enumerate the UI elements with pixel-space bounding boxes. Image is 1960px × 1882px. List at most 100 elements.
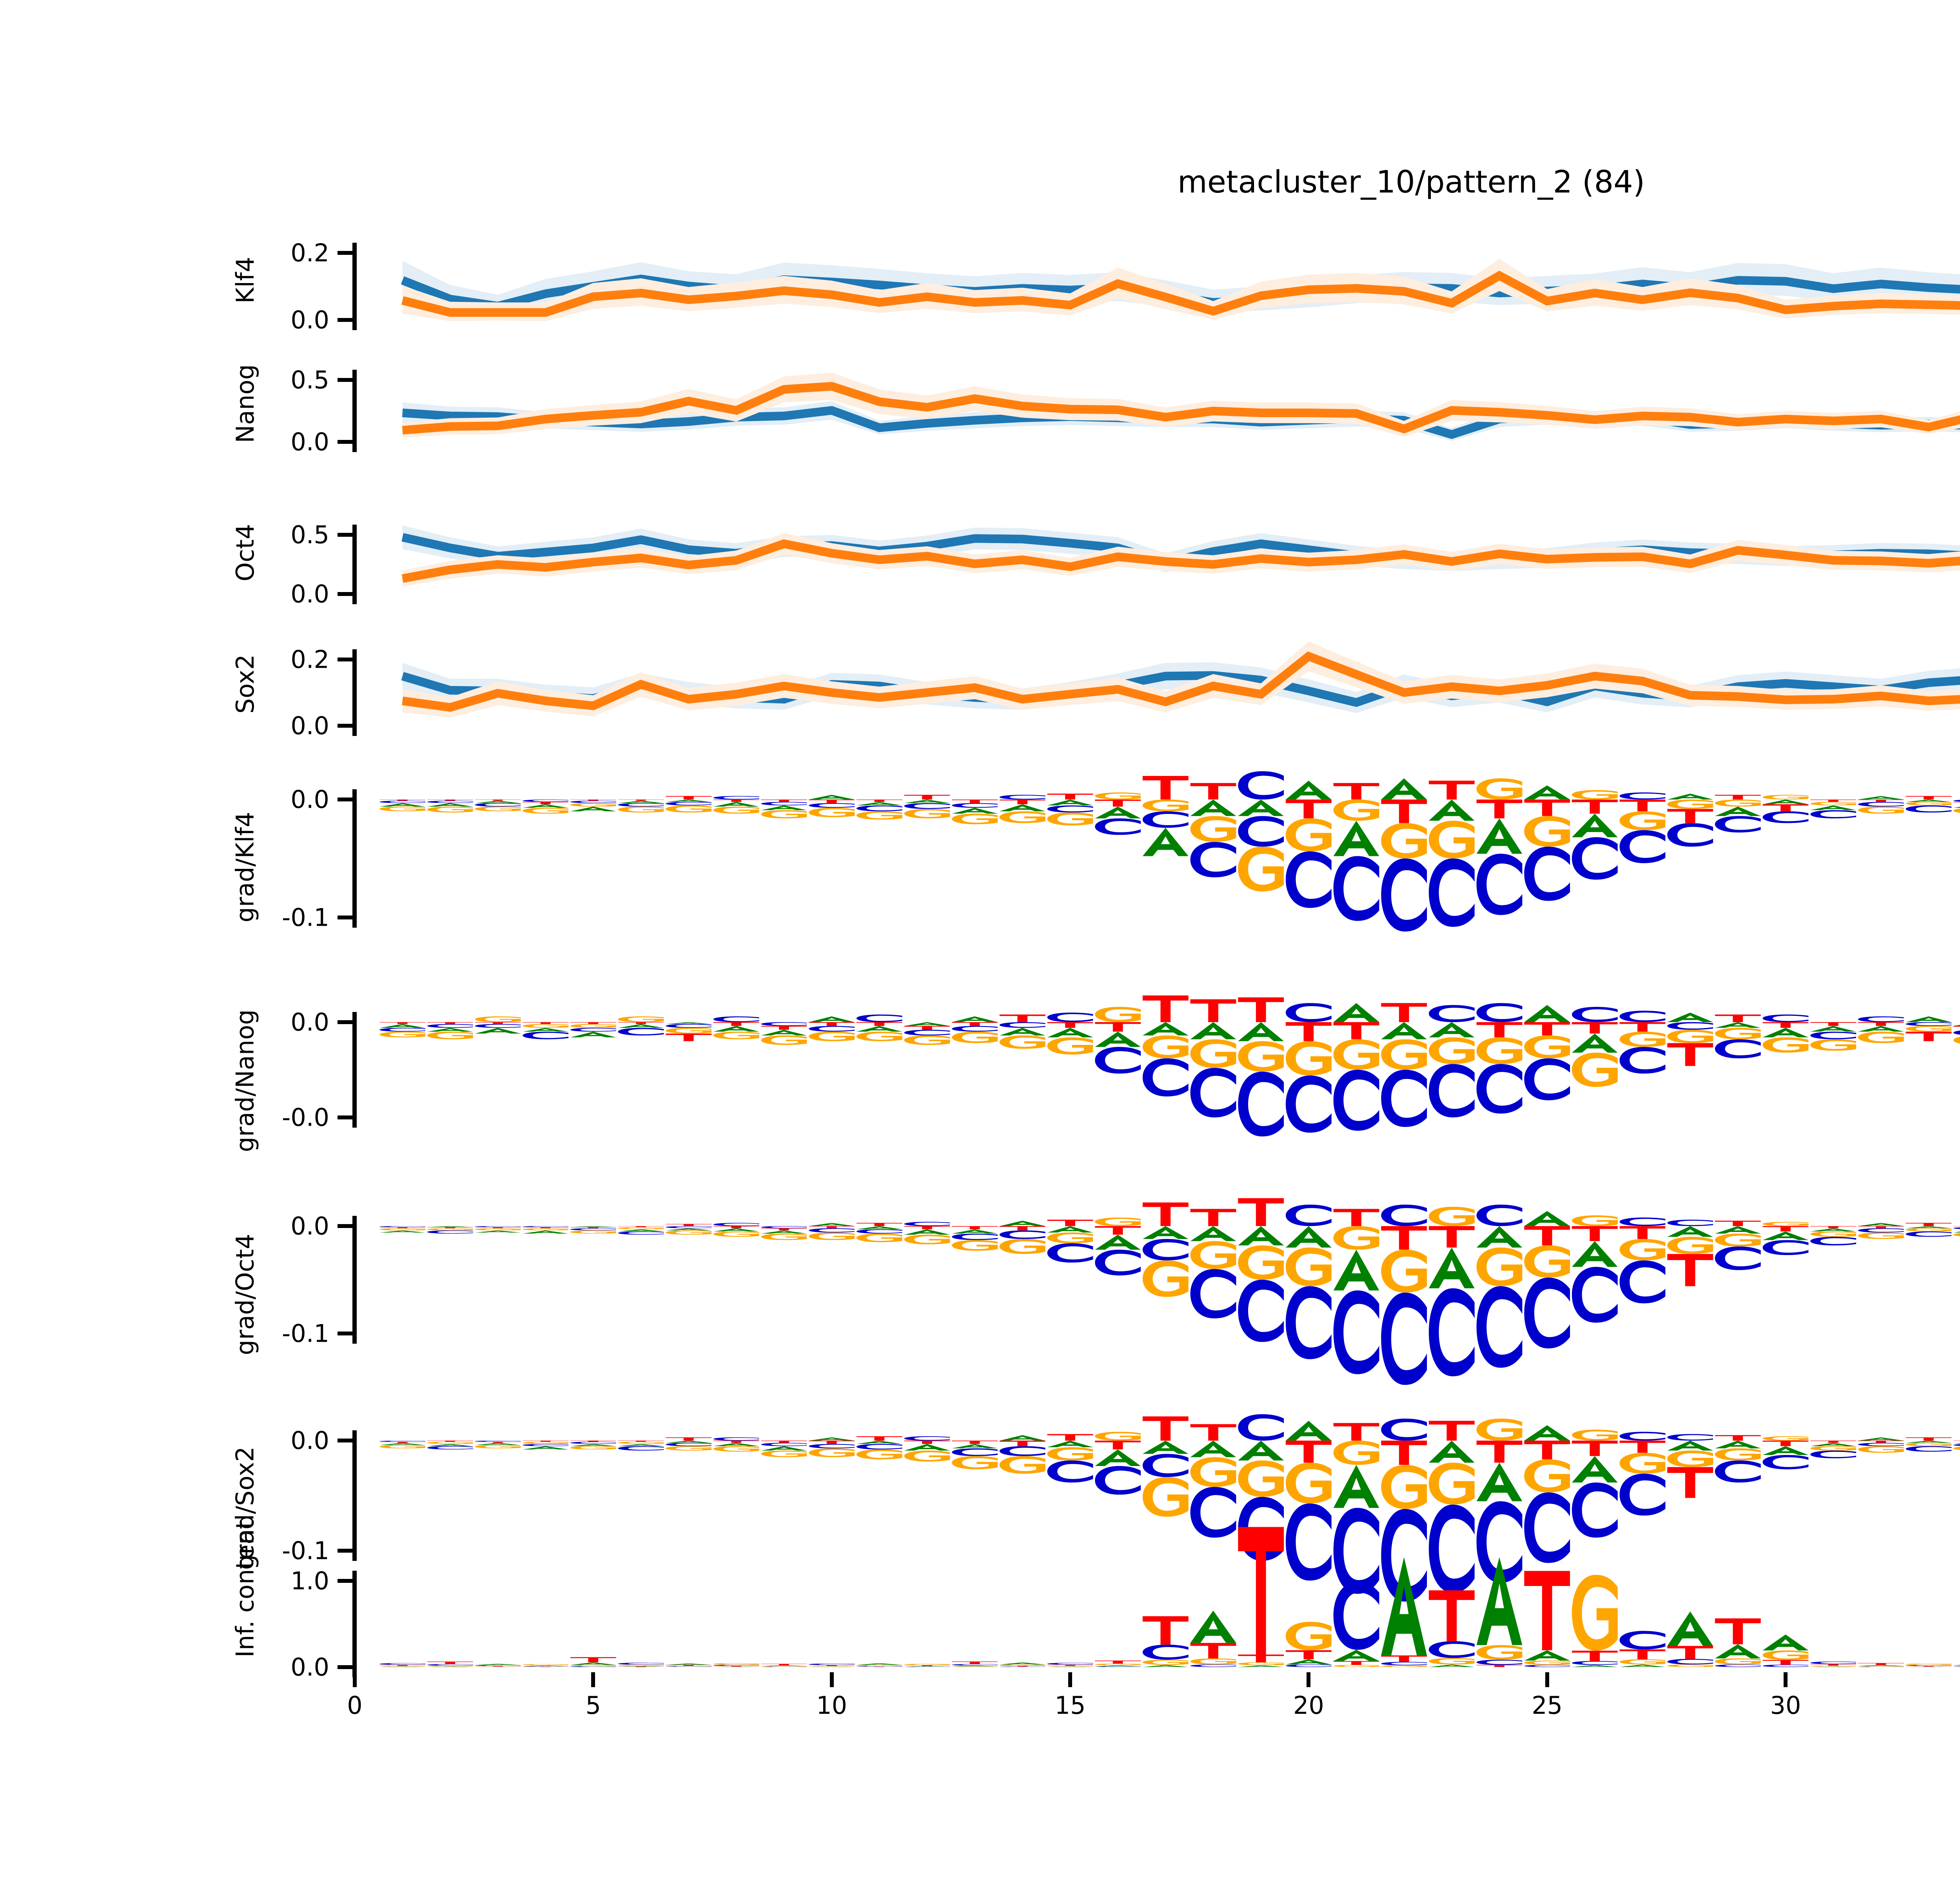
logo-letter-C [856,1014,902,1022]
logo-letter-T [1285,1022,1332,1041]
logo-letter-C [904,1436,950,1441]
logo-letter-C [427,1664,473,1666]
logo-letter-A [904,799,950,803]
logo-letter-A [1906,1226,1952,1228]
logo-letter-A [952,1444,998,1449]
logo-letter-T [666,1437,712,1441]
logo-letter-T [809,799,855,803]
logo-letter-G [1095,1664,1141,1666]
logo-letter-T [761,1441,807,1443]
logo-letter-T [475,1442,521,1443]
logo-letter-G [1572,1052,1618,1087]
logo-letter-C [379,1028,426,1032]
logo-letter-T [1715,795,1761,800]
logo-letter-G [761,1666,807,1667]
logo-letter-T [570,1022,616,1024]
logo-letter-A [1762,799,1809,805]
logo-letter-G [1476,1419,1523,1441]
logo-letter-A [1238,1665,1284,1667]
logo-letter-A [523,1028,569,1032]
logo-letter-G [1858,1032,1904,1043]
logo-letter-G [1667,1030,1713,1043]
logo-letter-A [1476,1462,1523,1501]
y-tick-label: 0.2 [290,238,329,267]
logo-letter-G [523,1442,569,1444]
logo-letter-T [1906,1437,1952,1441]
y-tick-label: -0.0 [282,1103,329,1132]
logo-letter-C [713,1437,759,1441]
logo-letter-A [523,804,569,808]
logo-letter-G [1095,1431,1141,1441]
y-tick-mark [338,1439,354,1443]
logo-letter-C [761,802,807,806]
series-line-orange [402,382,1960,435]
logo-letter-C [1715,816,1761,833]
logo-letter-G [1953,808,1960,813]
logo-letter-T [1428,1226,1475,1248]
y-tick-mark [338,1020,354,1024]
logo-letter-C [1762,1664,1809,1667]
logo-letter-A [1095,1449,1141,1466]
logo-letter-C [666,802,712,806]
logo-letter-A [1572,814,1618,837]
logo-letter-A [952,1016,998,1022]
logo-letter-G [999,1035,1045,1049]
logo-letter-G [1095,1007,1141,1022]
logo-letter-C [1906,1022,1952,1026]
logo-letter-A [379,803,426,807]
logo-letter-G [809,1448,855,1457]
logo-letter-A [570,1444,616,1446]
logo-letter-G [856,1032,902,1041]
y-tick-label: 0.0 [290,785,329,814]
logo-letter-A [1285,781,1332,800]
logo-letter-C [1810,1661,1857,1664]
y-tick-mark [338,533,354,537]
logo-letter-A [999,1221,1045,1226]
logo-letter-A [904,1229,950,1235]
logo-letter-C [1810,1450,1857,1459]
logo-letter-T [1858,1022,1904,1026]
logo-letter-G [1333,1226,1379,1250]
logo-letter-C [666,1024,712,1028]
x-tick-label: 10 [816,1691,848,1720]
logo-letter-A [904,1444,950,1451]
logo-letter-T [618,1022,664,1024]
logo-letter-G [904,809,950,819]
logo-letter-T [1381,1655,1427,1662]
logo-letter-A [904,1666,950,1667]
logo-letter-T [1381,1226,1427,1250]
logo-letter-T [570,799,616,801]
logo-letter-C [475,1024,521,1028]
logo-letter-C [1095,1466,1141,1495]
logo-letter-G [1428,821,1475,859]
logo-letter-G [1524,1245,1570,1278]
logo-letter-T [1142,995,1189,1022]
logo-letter-C [904,803,950,809]
axis-spine-y [352,1216,357,1344]
logo-letter-A [1858,1223,1904,1226]
logo-letter-G [1906,802,1952,806]
logo-letter-G [427,1442,473,1444]
logo-letter-C [1524,1492,1570,1563]
logo-letter-A [1906,1441,1952,1443]
logo-letter-T [999,799,1045,805]
logo-letter-A [1619,1664,1666,1667]
panel-grad-nanog: grad/Nanog 0.0 -0.0 [0,980,1960,1184]
y-tick-mark [338,915,354,919]
logo-letter-A [1238,1022,1284,1041]
logo-letter-C [1762,1240,1809,1255]
logo-letter-G [1238,1041,1284,1072]
logo-letter-G [1810,1446,1857,1451]
logo-letter-C [1810,1237,1857,1246]
logo-letter-C [1906,805,1952,813]
logo-letter-T [1190,783,1236,800]
logo-letter-T [666,796,712,800]
logo-letter-A [379,1442,426,1445]
logo-letter-T [1667,809,1713,823]
logo-letter-G [713,1032,759,1039]
logo-letter-A [761,1446,807,1451]
y-tick-label: -0.1 [282,1536,329,1565]
logo-letter-T [1524,1441,1570,1460]
logo-letter-G [856,811,902,820]
